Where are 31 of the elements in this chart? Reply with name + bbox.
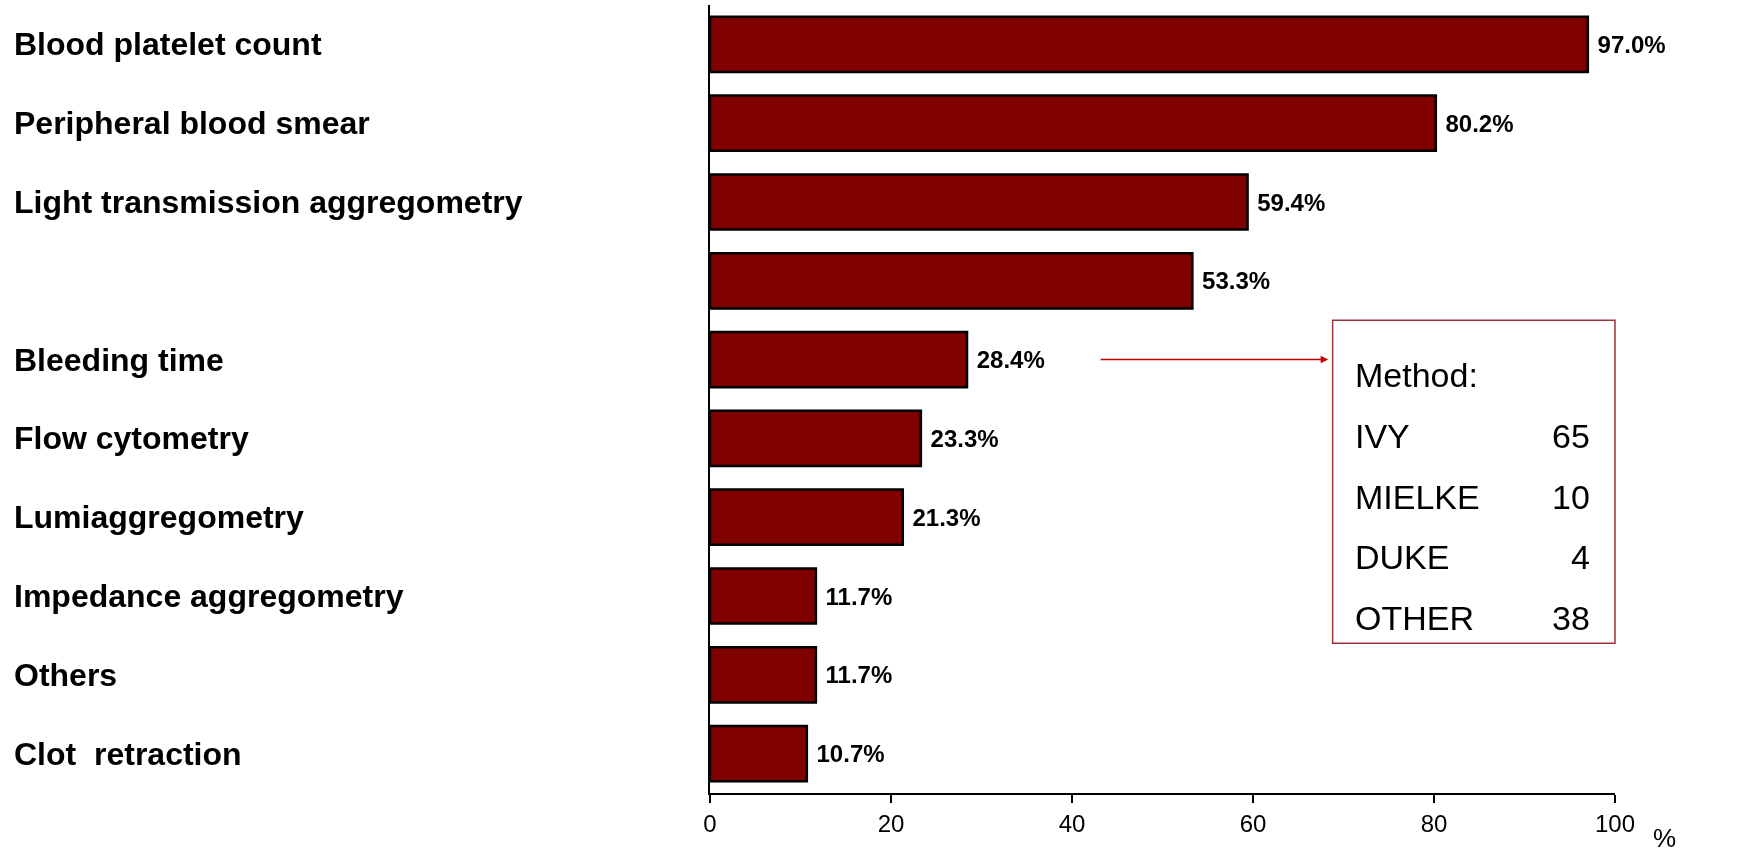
x-axis-title: %	[1653, 823, 1677, 853]
x-tick-label: 100	[1594, 809, 1636, 837]
text: IVY 65	[1355, 417, 1590, 455]
x-tick-label: 40	[1058, 809, 1086, 837]
data-label: 23.3%	[930, 424, 999, 452]
data-label: 28.4%	[976, 346, 1045, 374]
y-tick-label: Clot retraction	[14, 736, 242, 772]
data-label: 11.7%	[825, 582, 893, 610]
text: DUKE 4	[1355, 538, 1590, 576]
data-label: 97.0%	[1597, 30, 1666, 58]
text: OTHER 38	[1355, 599, 1590, 637]
y-tick-label: Light transmission aggregometry	[14, 184, 523, 220]
data-label: 59.4%	[1257, 188, 1326, 216]
annotation: Method:	[1355, 356, 1478, 394]
y-tick-label: Blood platelet count	[14, 26, 322, 62]
y-tick-label: Impedance aggregometry	[14, 578, 404, 614]
y-tick-label: Lumiaggregometry	[14, 499, 305, 535]
y-tick-label: Bleeding time	[14, 342, 224, 378]
x-tick-label: 60	[1239, 809, 1267, 837]
data-label: 10.7%	[816, 740, 885, 768]
data-label: 11.7%	[825, 661, 893, 689]
y-tick-label: Peripheral blood smear	[14, 105, 370, 141]
data-label: 53.3%	[1202, 267, 1271, 295]
x-tick-label: 20	[877, 809, 905, 837]
data-label: 21.3%	[912, 503, 981, 531]
text: MIELKE 10	[1355, 478, 1590, 516]
x-tick-label: 0	[703, 809, 717, 837]
y-tick-label: Flow cytometry	[14, 420, 249, 456]
data-label: 80.2%	[1445, 109, 1514, 137]
y-tick-label: Others	[14, 657, 118, 693]
x-tick-label: 80	[1420, 809, 1448, 837]
